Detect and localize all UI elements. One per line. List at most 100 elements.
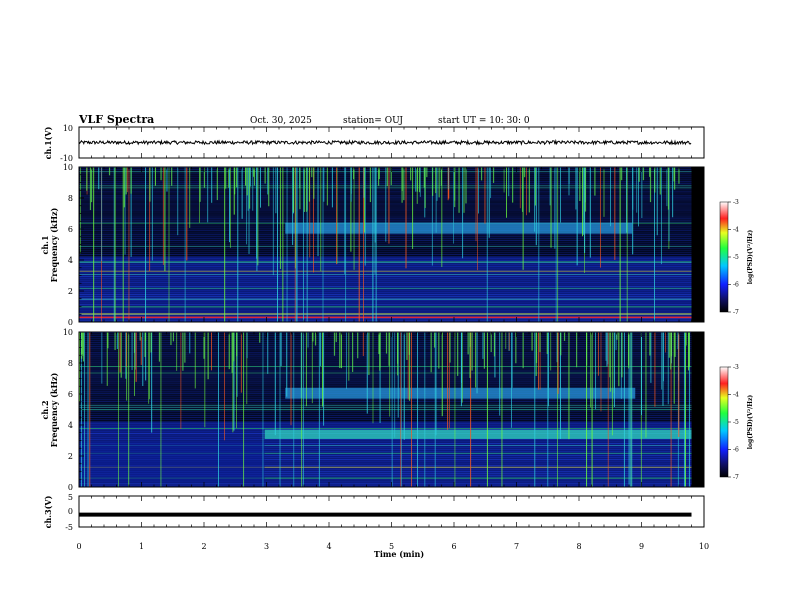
- sferic: [538, 167, 540, 322]
- ch1-colorbar: -3 -4 -5 -6 -7 log(PSD)(V²/Hz): [719, 199, 754, 316]
- sferic: [538, 332, 539, 390]
- x-tick-label: 6: [451, 542, 456, 551]
- sferic-top: [649, 167, 652, 203]
- sferic: [322, 332, 324, 407]
- sferic: [576, 167, 578, 266]
- sferic: [475, 167, 477, 242]
- sferic-top: [659, 167, 661, 195]
- spectrogram-band: [79, 443, 692, 444]
- sferic: [307, 332, 309, 348]
- start-time-label: start UT = 10: 30: 0: [438, 116, 530, 126]
- sferic: [87, 332, 89, 487]
- sferic: [424, 332, 426, 487]
- sferic: [116, 332, 118, 349]
- sferic: [482, 332, 484, 359]
- sferic: [400, 332, 402, 487]
- spectrogram-band: [79, 469, 692, 471]
- sferic-top: [160, 167, 162, 181]
- sferic-top: [378, 332, 380, 355]
- sferic-top: [467, 332, 469, 355]
- ch1-spectrogram-yticks: 0 2 4 6 8 10: [63, 163, 704, 327]
- sferic-top: [678, 167, 680, 184]
- ch2-spectrogram-yticks: 0 2 4 6 8 10: [63, 328, 704, 492]
- sferic: [224, 332, 225, 441]
- sferic: [207, 167, 209, 223]
- sferic: [400, 332, 402, 487]
- sferic: [461, 332, 463, 403]
- sferic-top: [390, 167, 392, 186]
- chorus-band-6khz: [285, 222, 633, 234]
- sferic: [272, 167, 274, 276]
- sferic-top: [579, 167, 581, 202]
- sferic: [249, 167, 251, 187]
- sferic-top: [621, 167, 623, 181]
- sferic-top: [312, 332, 314, 342]
- sferic: [556, 332, 558, 487]
- sferic: [436, 167, 438, 201]
- sferic: [589, 167, 591, 258]
- sferic: [372, 167, 374, 322]
- sferic: [320, 167, 322, 272]
- chorus-band-6khz: [285, 387, 636, 399]
- spectrogram-band: [79, 481, 692, 483]
- sferic: [499, 332, 501, 416]
- y-tick-label: 2: [68, 287, 73, 296]
- sferic: [654, 332, 656, 407]
- sferic-top: [357, 332, 359, 359]
- spectrogram-band: [79, 382, 692, 384]
- spectrogram-band: [79, 406, 692, 408]
- sferic-top: [515, 332, 517, 364]
- sferic-top: [563, 332, 566, 341]
- spectrogram-band: [79, 249, 692, 251]
- ch2-spec-ylabel: ch.2: [40, 400, 50, 419]
- sferic-top: [107, 332, 109, 349]
- sferic-top: [259, 332, 261, 343]
- sferic-top: [418, 167, 421, 193]
- sferic-top: [667, 167, 670, 210]
- sferic-top: [424, 167, 426, 208]
- spectrogram-band: [79, 175, 692, 177]
- spectrogram-band: [79, 251, 692, 253]
- sferic: [448, 332, 450, 429]
- spectrogram-band: [79, 257, 692, 259]
- spectrogram-band: [79, 243, 692, 245]
- sferic: [595, 332, 597, 410]
- sferic: [417, 332, 418, 487]
- spectrogram-band: [79, 304, 692, 306]
- sferic: [247, 167, 249, 211]
- sferic: [184, 167, 186, 322]
- sferic: [666, 167, 668, 207]
- sferic: [476, 332, 478, 394]
- x-tick-label: 9: [639, 542, 644, 551]
- sferic: [626, 167, 628, 322]
- spectrogram-band: [79, 294, 692, 296]
- sferic-top: [82, 332, 85, 362]
- ch1-colorbar-label: log(PSD)(V²/Hz): [747, 230, 754, 285]
- sferic-top: [524, 167, 526, 178]
- sferic: [549, 167, 551, 206]
- sferic: [106, 332, 108, 386]
- sferic: [267, 332, 269, 374]
- sferic: [560, 167, 561, 223]
- sferic: [526, 167, 527, 216]
- spectrogram-band: [79, 416, 692, 418]
- spectrogram-band: [79, 268, 692, 269]
- colorbar-tick-label: -3: [733, 199, 739, 206]
- spectrogram-band: [79, 181, 692, 183]
- spectrogram-band: [79, 266, 692, 267]
- sferic: [486, 332, 488, 487]
- sferic-top: [490, 332, 492, 353]
- spectrogram-band: [79, 302, 692, 304]
- spectrogram-band: [79, 276, 692, 277]
- sferic-top: [642, 167, 645, 181]
- spectrogram-band: [79, 195, 692, 197]
- sferic: [211, 167, 213, 203]
- sferic: [301, 332, 303, 487]
- spectrogram-band: [79, 207, 692, 209]
- sferic: [463, 167, 465, 213]
- spectrogram-band: [79, 422, 692, 424]
- sferic-top: [268, 167, 270, 207]
- sferic: [362, 332, 364, 357]
- sferic-top: [149, 167, 151, 202]
- sferic: [557, 167, 559, 322]
